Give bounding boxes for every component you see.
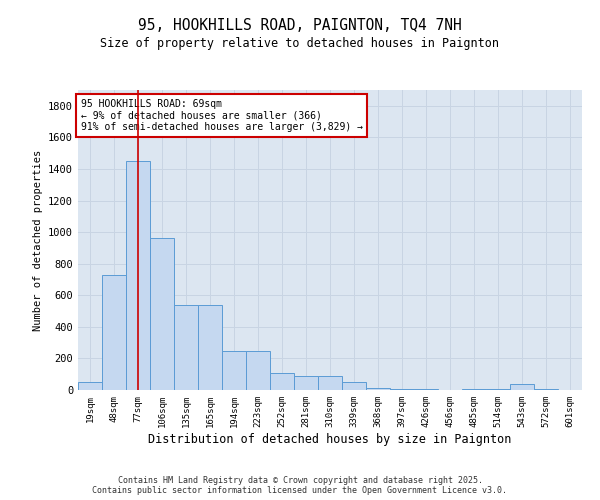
Bar (462, 389, 486, 390)
Bar (270, 372, 294, 390)
Bar (102, 274, 126, 390)
Bar (390, 389, 414, 390)
Bar (510, 384, 534, 390)
Bar (78, 382, 102, 390)
X-axis label: Distribution of detached houses by size in Paignton: Distribution of detached houses by size … (148, 432, 512, 446)
Bar (126, 161, 150, 390)
Bar (222, 350, 246, 390)
Text: 95, HOOKHILLS ROAD, PAIGNTON, TQ4 7NH: 95, HOOKHILLS ROAD, PAIGNTON, TQ4 7NH (138, 18, 462, 32)
Y-axis label: Number of detached properties: Number of detached properties (32, 150, 43, 330)
Bar (366, 388, 390, 390)
Text: 95 HOOKHILLS ROAD: 69sqm
← 9% of detached houses are smaller (366)
91% of semi-d: 95 HOOKHILLS ROAD: 69sqm ← 9% of detache… (80, 99, 362, 132)
Bar (294, 376, 318, 390)
Text: Size of property relative to detached houses in Paignton: Size of property relative to detached ho… (101, 38, 499, 51)
Bar (198, 304, 222, 390)
Bar (486, 389, 510, 390)
Bar (174, 304, 198, 390)
Bar (342, 382, 366, 390)
Bar (534, 389, 558, 390)
Bar (414, 389, 438, 390)
Bar (246, 350, 270, 390)
Bar (318, 376, 342, 390)
Text: Contains HM Land Registry data © Crown copyright and database right 2025.
Contai: Contains HM Land Registry data © Crown c… (92, 476, 508, 495)
Bar (150, 238, 174, 390)
